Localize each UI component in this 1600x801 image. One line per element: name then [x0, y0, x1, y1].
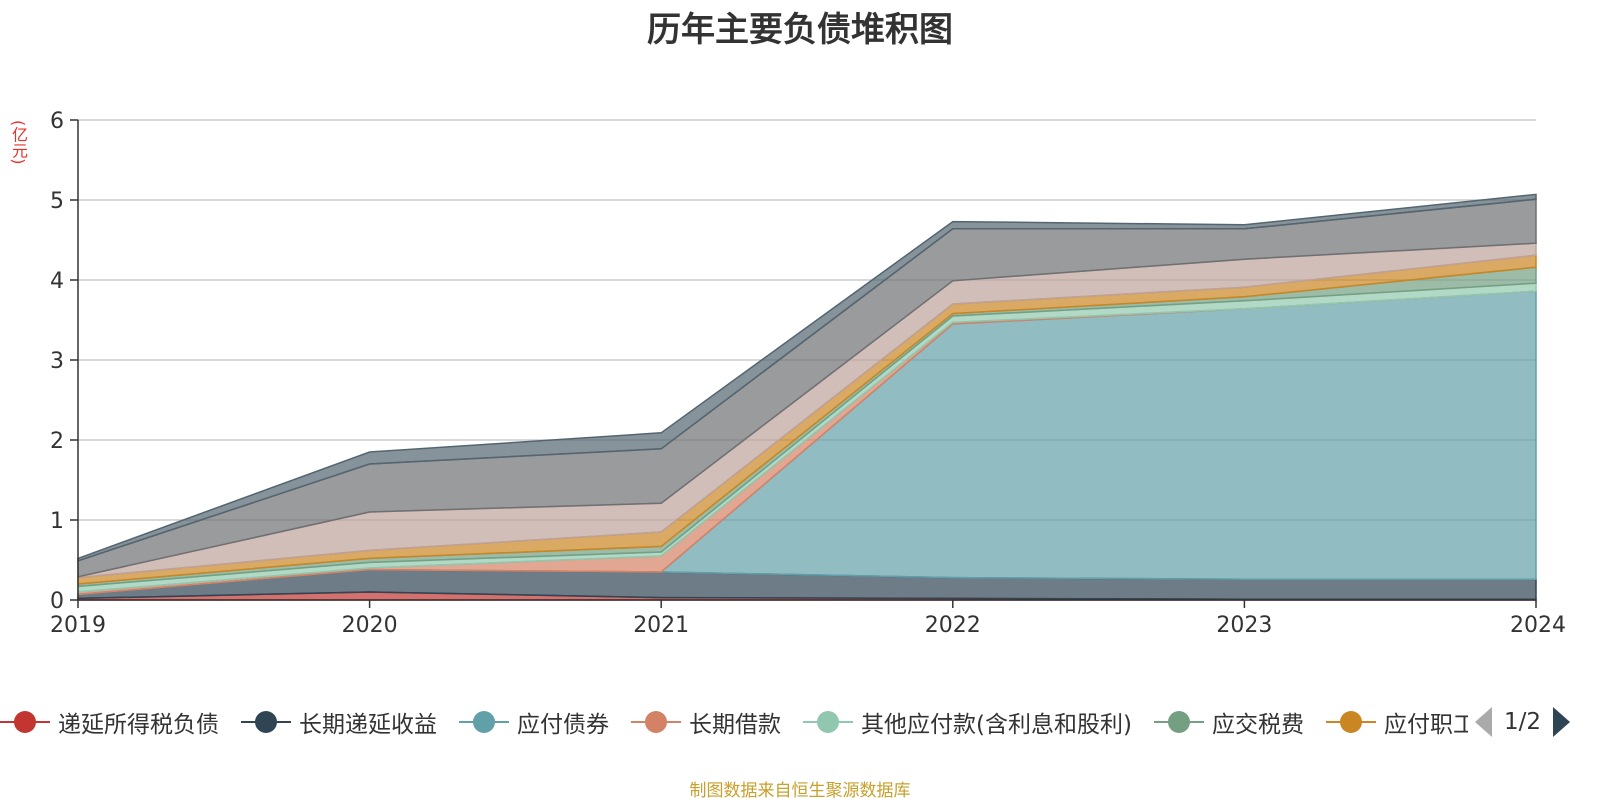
- legend-label: 应付职工薪酬: [1384, 712, 1468, 738]
- legend-marker-icon: [1326, 700, 1376, 744]
- legend-marker-icon: [1154, 700, 1204, 744]
- legend-next-page-icon[interactable]: [1553, 707, 1571, 737]
- y-tick-label: 2: [50, 429, 64, 454]
- legend-page-indicator: 1/2: [1504, 709, 1542, 735]
- y-tick-label: 5: [50, 189, 64, 214]
- chart-title: 历年主要负债堆积图: [647, 10, 953, 50]
- legend-label: 应交税费: [1212, 712, 1304, 738]
- y-tick-label: 3: [50, 349, 64, 374]
- x-tick-label: 2022: [925, 613, 981, 638]
- legend-item[interactable]: 其他应付款(含利息和股利): [803, 700, 1132, 744]
- legend-items: 递延所得税负债 长期递延收益 应付债券 长期借款 其他应付款(含利息和股利) 应交税费 应付…: [0, 700, 1468, 744]
- x-tick-label: 2020: [342, 613, 398, 638]
- legend-marker-icon: [803, 700, 853, 744]
- legend-label: 长期借款: [689, 712, 781, 738]
- legend-marker-icon: [241, 700, 291, 744]
- legend-label: 其他应付款(含利息和股利): [861, 712, 1132, 738]
- legend-item[interactable]: 应付债券: [459, 700, 609, 744]
- chart-legend: 递延所得税负债 长期递延收益 应付债券 长期借款 其他应付款(含利息和股利) 应交税费 应付…: [0, 700, 1600, 744]
- legend-item[interactable]: 长期递延收益: [241, 700, 437, 744]
- legend-label: 递延所得税负债: [58, 712, 219, 738]
- legend-label: 应付债券: [517, 712, 609, 738]
- legend-label: 长期递延收益: [299, 712, 437, 738]
- axes: 0 1 2 3 4 5 6 2019 2020 2021 2022 2023 2024: [50, 109, 1566, 638]
- x-tick-label: 2023: [1216, 613, 1272, 638]
- legend-marker-icon: [631, 700, 681, 744]
- legend-pager: 1/2: [1475, 700, 1571, 744]
- legend-marker-icon: [459, 700, 509, 744]
- legend-item[interactable]: 递延所得税负债: [0, 700, 219, 744]
- y-tick-label: 6: [50, 109, 64, 134]
- x-tick-label: 2024: [1510, 613, 1566, 638]
- x-tick-label: 2021: [633, 613, 689, 638]
- area-series-预收款项: [77, 193, 1537, 562]
- stacked-area-chart: 0 1 2 3 4 5 6 2019 2020 2021 2022 2023 2024: [50, 109, 1566, 638]
- y-tick-label: 1: [50, 509, 64, 534]
- y-tick-label: 0: [50, 589, 64, 614]
- legend-marker-icon: [0, 700, 50, 744]
- area-series-group: [77, 193, 1537, 601]
- legend-prev-page-icon[interactable]: [1475, 707, 1492, 737]
- y-axis-unit-label: (亿元): [9, 120, 28, 165]
- y-tick-label: 4: [50, 269, 64, 294]
- x-tick-label: 2019: [50, 613, 106, 638]
- data-source-note: 制图数据来自恒生聚源数据库: [689, 781, 911, 801]
- legend-item[interactable]: 应交税费: [1154, 700, 1304, 744]
- legend-item[interactable]: 应付职工薪酬: [1326, 700, 1468, 744]
- legend-item[interactable]: 长期借款: [631, 700, 781, 744]
